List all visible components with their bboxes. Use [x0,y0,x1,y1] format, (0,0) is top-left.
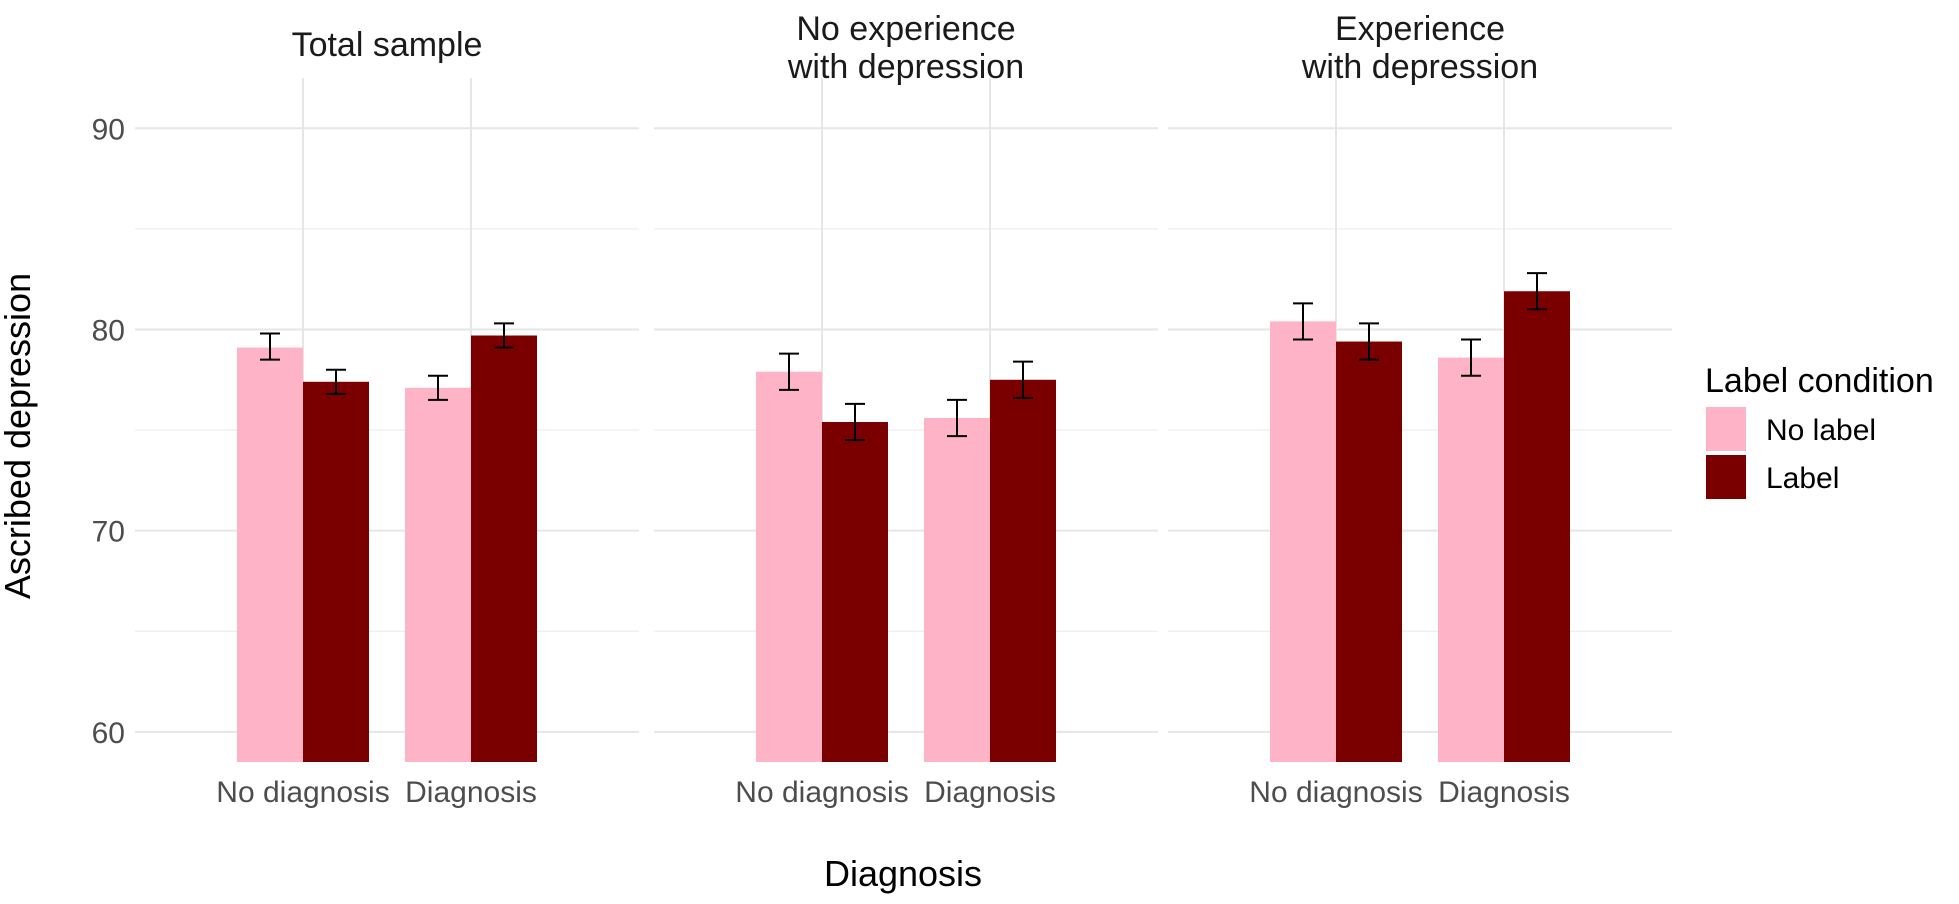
x-axis-title: Diagnosis [824,853,982,894]
x-tick-label: No diagnosis [735,776,908,809]
bar-no-label [405,387,471,762]
bar-label [471,335,537,762]
y-tick-label: 70 [92,516,125,549]
y-axis-title: Ascribed depression [0,273,38,599]
x-tick-label: No diagnosis [216,776,389,809]
bar-no-label [756,371,822,762]
legend-label: Label [1766,462,1839,495]
panel-title: Total sample [292,26,483,64]
legend-key [1706,455,1746,499]
panel-title: No experience [796,10,1015,48]
panel-title: with depression [787,48,1024,86]
x-tick-label: Diagnosis [1438,776,1570,809]
legend-key [1706,407,1746,451]
x-tick-label: Diagnosis [405,776,537,809]
x-tick-label: No diagnosis [1249,776,1422,809]
bar-label [822,422,888,762]
bar-label [303,381,369,762]
bar-no-label [237,347,303,762]
bar-label [1336,341,1402,762]
bar-no-label [1438,357,1504,762]
bar-label [990,379,1056,762]
y-tick-label: 60 [92,717,125,750]
y-tick-label: 80 [92,314,125,347]
panel-title: with depression [1301,48,1538,86]
legend-title: Label condition [1705,362,1934,400]
bar-no-label [1270,321,1336,762]
panel-title: Experience [1335,10,1505,48]
legend: Label condition No label Label [1705,362,1934,499]
x-tick-label: Diagnosis [924,776,1056,809]
bar-no-label [924,417,990,762]
legend-label: No label [1766,414,1876,447]
y-tick-label: 90 [92,113,125,146]
bar-label [1504,291,1570,762]
